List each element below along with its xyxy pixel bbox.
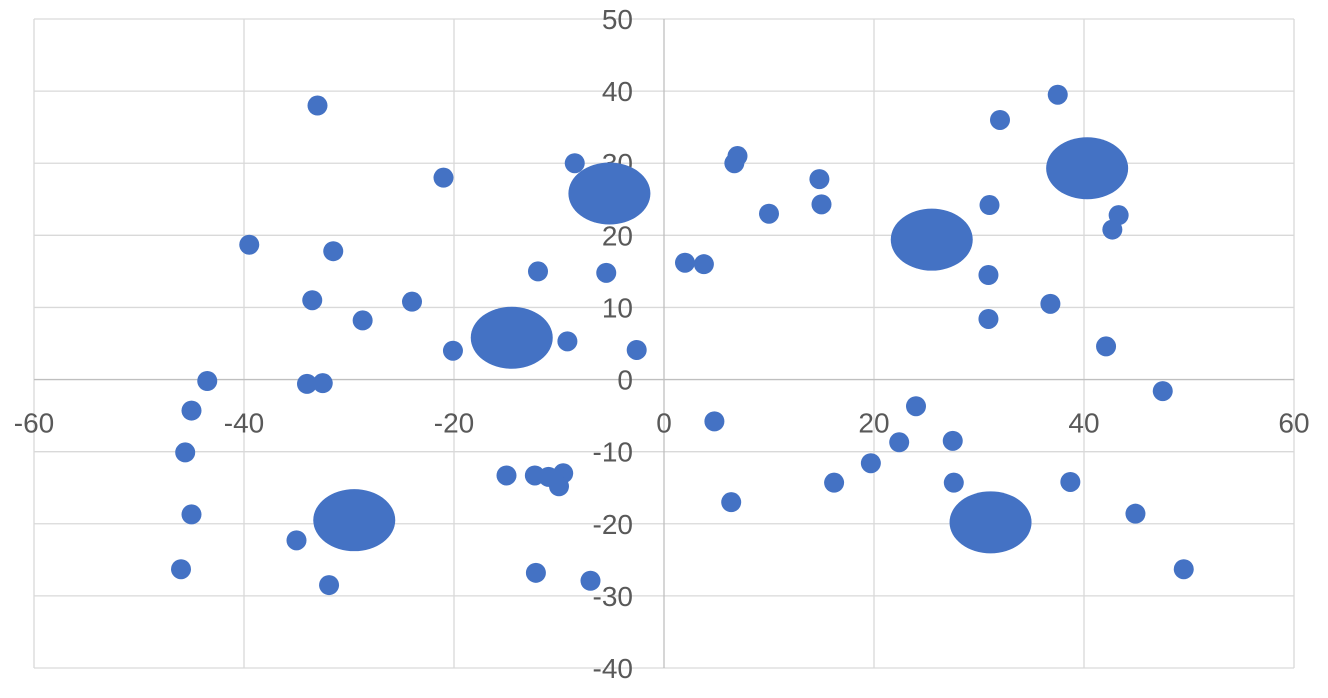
data-point [978, 264, 999, 285]
data-point [889, 432, 910, 453]
y-tick-label: -10 [593, 437, 633, 468]
y-tick-label: 40 [602, 76, 633, 107]
data-point [824, 472, 845, 493]
data-point [721, 492, 742, 513]
data-point-large [313, 489, 396, 552]
data-point [1096, 336, 1117, 357]
data-point [239, 234, 260, 255]
y-tick-labels: -40-30-20-1001020304050 [593, 4, 633, 684]
data-point [181, 504, 202, 525]
y-tick-label: -30 [593, 581, 633, 612]
data-point [1047, 84, 1068, 105]
data-point [1102, 219, 1123, 240]
data-point [809, 169, 830, 190]
data-point [181, 400, 202, 421]
x-tick-label: -60 [14, 408, 54, 439]
data-point [1040, 293, 1061, 314]
data-point [704, 411, 725, 432]
x-tick-label: 60 [1278, 408, 1309, 439]
data-point [352, 310, 373, 331]
data-point-large [1046, 137, 1129, 200]
x-tick-labels: -60 -40 -20 0 20 40 60 [14, 408, 1310, 439]
data-point [1125, 503, 1146, 524]
data-point [978, 308, 999, 329]
data-point [307, 95, 328, 116]
data-point [979, 195, 1000, 216]
data-point [175, 442, 196, 463]
data-point [319, 575, 340, 596]
x-tick-label: 20 [858, 408, 889, 439]
data-point [297, 373, 317, 394]
data-point [811, 194, 832, 215]
data-point-large [470, 306, 553, 369]
data-point [1060, 471, 1081, 492]
data-points [171, 84, 1194, 596]
x-tick-label: 0 [656, 408, 672, 439]
data-point [693, 254, 714, 275]
axis-layer [34, 19, 1294, 668]
data-point [1173, 559, 1194, 580]
data-point [724, 153, 745, 174]
data-point [197, 370, 218, 391]
y-tick-label: -40 [593, 653, 633, 684]
data-point [433, 167, 454, 188]
data-point-large [568, 162, 651, 225]
data-point [942, 430, 963, 451]
data-point [626, 339, 647, 360]
data-point [759, 203, 779, 224]
data-point [943, 472, 964, 493]
data-point [906, 396, 926, 417]
data-point [286, 530, 307, 551]
y-tick-label: -20 [593, 509, 633, 540]
data-point [549, 476, 569, 497]
data-point [557, 331, 578, 352]
data-point [596, 262, 617, 283]
data-point [675, 252, 695, 273]
data-point-large [949, 491, 1032, 554]
x-tick-label: -20 [434, 408, 474, 439]
data-point [525, 562, 546, 583]
data-point [580, 570, 601, 591]
data-point [402, 291, 422, 312]
data-point [312, 373, 333, 394]
data-point [171, 559, 191, 580]
data-point [1152, 381, 1173, 402]
data-point [496, 465, 517, 486]
y-tick-label: 10 [602, 292, 633, 323]
data-point [528, 261, 548, 282]
x-tick-label: 40 [1068, 408, 1099, 439]
y-tick-label: 50 [602, 4, 633, 35]
data-point-large [890, 208, 973, 271]
x-tick-label: -40 [224, 408, 264, 439]
data-point [860, 453, 881, 474]
data-point [442, 340, 463, 361]
data-point [564, 153, 585, 174]
data-point [990, 109, 1010, 130]
y-tick-label: 0 [617, 365, 633, 396]
y-tick-label: 20 [602, 220, 633, 251]
data-point [323, 241, 344, 262]
data-point [302, 290, 323, 311]
